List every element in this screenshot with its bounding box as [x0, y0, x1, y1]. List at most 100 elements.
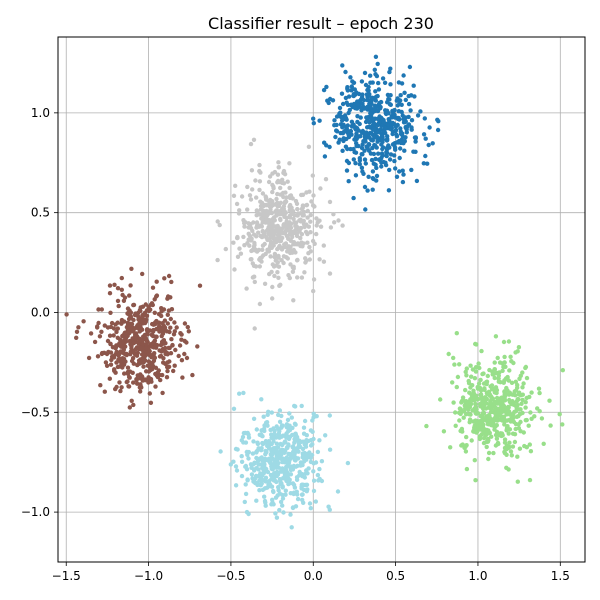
data-point [260, 247, 265, 252]
data-point [271, 215, 277, 220]
data-point [159, 349, 164, 354]
data-point [504, 412, 509, 417]
data-point [464, 443, 469, 448]
data-point [119, 321, 124, 326]
data-point [520, 392, 525, 397]
data-point [252, 247, 257, 252]
data-point [308, 459, 314, 465]
data-point [282, 472, 288, 478]
data-point [299, 275, 305, 280]
data-point [280, 496, 286, 501]
data-point [298, 218, 303, 224]
data-point [92, 339, 98, 345]
data-point [100, 350, 105, 356]
data-point [242, 220, 247, 226]
data-point [270, 467, 275, 472]
data-point [290, 196, 295, 201]
x-tick-label: 1.5 [551, 569, 570, 583]
data-point [411, 149, 416, 154]
data-point [243, 482, 248, 487]
data-point [490, 419, 496, 424]
data-point [292, 403, 297, 409]
data-point [311, 469, 316, 474]
data-point [375, 108, 381, 114]
data-point [247, 193, 253, 198]
y-tick-label: 0.5 [31, 206, 50, 220]
data-point [502, 419, 507, 424]
data-point [314, 216, 319, 221]
data-point [506, 339, 512, 344]
data-point [362, 184, 368, 190]
data-point [278, 456, 283, 461]
data-point [246, 456, 251, 461]
data-point [372, 103, 378, 108]
data-point [136, 316, 142, 321]
data-point [504, 428, 509, 433]
data-point [351, 93, 356, 99]
data-point [343, 69, 348, 75]
data-point [122, 358, 127, 364]
data-point [317, 466, 322, 472]
data-point [169, 279, 174, 285]
data-point [307, 189, 312, 194]
data-point [122, 295, 128, 300]
data-point [295, 275, 300, 280]
data-point [180, 375, 185, 380]
data-point [311, 121, 316, 126]
data-point [373, 156, 378, 162]
data-point [274, 515, 280, 520]
data-point [493, 334, 499, 339]
data-point [128, 310, 134, 315]
data-point [370, 187, 375, 192]
data-point [345, 88, 350, 93]
data-point [286, 442, 291, 447]
data-point [124, 325, 130, 330]
data-point [105, 325, 111, 330]
data-point [503, 391, 508, 397]
data-point [264, 449, 269, 454]
data-point [512, 403, 518, 408]
data-point [413, 135, 418, 140]
data-point [132, 312, 138, 318]
data-point [140, 351, 146, 357]
data-point [182, 321, 188, 326]
data-point [515, 385, 520, 390]
data-point [287, 224, 292, 229]
data-point [343, 95, 349, 101]
data-point [476, 381, 482, 386]
data-point [287, 204, 292, 209]
data-point [119, 287, 125, 292]
data-point [169, 337, 174, 342]
data-point [387, 69, 392, 75]
data-point [467, 390, 472, 395]
data-point [97, 334, 103, 339]
data-point [263, 212, 269, 217]
data-point [137, 329, 142, 334]
cluster-2 [215, 137, 345, 331]
data-point [503, 446, 508, 451]
data-point [283, 488, 288, 493]
data-point [129, 266, 134, 271]
data-point [317, 118, 322, 123]
data-point [504, 452, 509, 457]
data-point [464, 366, 469, 371]
data-point [185, 324, 190, 330]
data-point [323, 433, 328, 438]
data-point [375, 116, 380, 122]
data-point [275, 191, 280, 197]
data-point [215, 257, 220, 263]
data-point [160, 327, 166, 332]
data-point [306, 466, 311, 471]
data-point [506, 431, 511, 436]
data-point [245, 478, 250, 483]
data-point [311, 488, 317, 494]
data-point [298, 243, 303, 248]
data-point [515, 454, 520, 459]
data-point [271, 446, 277, 451]
data-point [304, 451, 309, 457]
data-point [164, 329, 170, 334]
data-point [164, 375, 170, 380]
data-point [98, 383, 103, 388]
data-point [251, 232, 257, 237]
data-point [148, 376, 154, 382]
